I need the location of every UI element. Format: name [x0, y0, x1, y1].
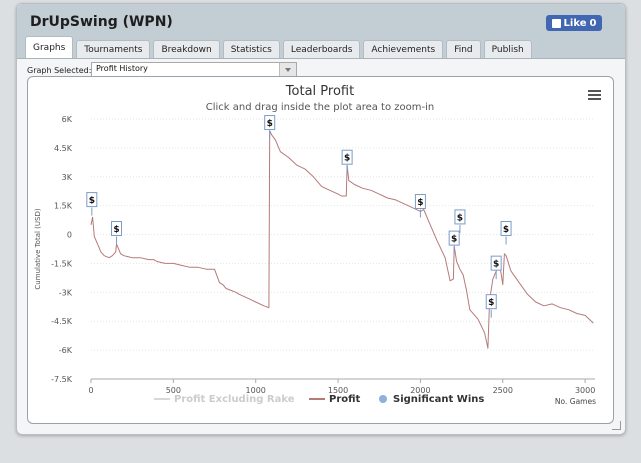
significant-win-flag — [86, 192, 98, 208]
chart-subtitle: Click and drag inside the plot area to z… — [206, 102, 434, 113]
tab-label: Find — [454, 44, 473, 55]
significant-win-flag — [454, 209, 466, 225]
legend-rake-label: Profit Excluding Rake — [174, 394, 295, 405]
significant-win-flag — [341, 149, 353, 165]
significant-win-label: $ — [267, 119, 273, 129]
tab-breakdown[interactable]: Breakdown — [153, 40, 220, 58]
significant-win-flag — [414, 194, 426, 210]
x-tick-label: 1000 — [246, 386, 266, 395]
like-label: Like — [563, 17, 587, 29]
tab-label: Statistics — [230, 44, 272, 55]
significant-win-label: $ — [457, 213, 463, 223]
significant-win-flag — [111, 220, 123, 236]
tab-achievements[interactable]: Achievements — [363, 40, 444, 58]
y-tick-label: 1.5K — [54, 202, 73, 211]
x-tick-label: 3000 — [575, 386, 595, 395]
y-tick-label: -3K — [59, 288, 73, 297]
y-tick-label: 0 — [67, 231, 72, 240]
legend-wins-marker — [379, 395, 387, 403]
y-tick-label: 6K — [62, 115, 73, 124]
significant-win-label: $ — [417, 198, 423, 208]
title-bar: DrUpSwing (WPN) Like 0 Graphs Tournament… — [17, 4, 625, 59]
significant-win-label: $ — [451, 235, 457, 245]
y-tick-label: -1.5K — [51, 259, 73, 268]
tab-label: Graphs — [33, 42, 66, 53]
window-title: DrUpSwing (WPN) — [30, 14, 173, 30]
graph-select-dropdown[interactable]: Profit History — [91, 62, 297, 77]
tab-graphs[interactable]: Graphs — [25, 36, 74, 58]
tab-find[interactable]: Find — [446, 40, 481, 58]
legend-profit-label: Profit — [329, 394, 361, 405]
y-tick-label: 3K — [62, 173, 73, 182]
x-axis-label: No. Games — [555, 397, 596, 406]
tab-statistics[interactable]: Statistics — [222, 40, 280, 58]
significant-win-flag — [490, 255, 502, 271]
tab-leaderboards[interactable]: Leaderboards — [282, 40, 361, 58]
tab-label: Leaderboards — [290, 44, 353, 55]
tab-label: Breakdown — [161, 44, 212, 55]
graph-selected-label: Graph Selected: — [27, 66, 92, 75]
profit-chart[interactable]: Total Profit Click and drag inside the pl… — [28, 77, 613, 423]
x-tick-label: 2000 — [410, 386, 430, 395]
tab-label: Achievements — [371, 44, 436, 55]
menu-icon-bar — [588, 98, 601, 100]
significant-win-flag — [485, 294, 497, 310]
x-tick-label: 0 — [88, 386, 93, 395]
graph-select-value: Profit History — [96, 64, 148, 73]
facebook-like-button[interactable]: Like 0 — [546, 15, 602, 31]
y-tick-label: 4.5K — [54, 144, 73, 153]
x-tick-label: 1500 — [328, 386, 348, 395]
chevron-down-icon — [279, 63, 296, 76]
tab-label: Tournaments — [84, 44, 143, 55]
tab-tournaments[interactable]: Tournaments — [76, 40, 151, 58]
y-tick-label: -7.5K — [51, 375, 73, 384]
significant-win-label: $ — [89, 196, 95, 206]
y-axis-label: Cumulative Total (USD) — [34, 208, 42, 289]
chart-title: Total Profit — [285, 84, 354, 99]
tab-bar: Graphs Tournaments Breakdown Statistics … — [25, 36, 535, 58]
profit-series-line — [90, 130, 594, 349]
significant-win-label: $ — [113, 225, 119, 235]
menu-icon-bar — [588, 94, 601, 96]
menu-icon-bar — [588, 90, 601, 92]
resize-handle-icon[interactable] — [612, 421, 621, 430]
significant-win-flag — [264, 115, 276, 131]
thumbs-up-icon — [551, 18, 561, 28]
significant-win-label: $ — [503, 225, 509, 235]
y-tick-label: -6K — [59, 346, 73, 355]
x-tick-label: 500 — [166, 386, 181, 395]
app-window: DrUpSwing (WPN) Like 0 Graphs Tournament… — [16, 3, 626, 435]
chart-panel: Total Profit Click and drag inside the pl… — [27, 76, 614, 424]
like-count: 0 — [589, 17, 597, 29]
legend-wins-label: Significant Wins — [393, 394, 484, 405]
significant-win-label: $ — [493, 260, 499, 270]
significant-win-flag — [448, 230, 460, 246]
y-tick-label: -4.5K — [51, 317, 73, 326]
significant-win-label: $ — [344, 154, 350, 164]
significant-win-label: $ — [488, 298, 494, 308]
tab-publish[interactable]: Publish — [483, 40, 532, 58]
tab-label: Publish — [491, 44, 524, 55]
significant-win-flag — [500, 220, 512, 236]
x-tick-label: 2500 — [493, 386, 513, 395]
